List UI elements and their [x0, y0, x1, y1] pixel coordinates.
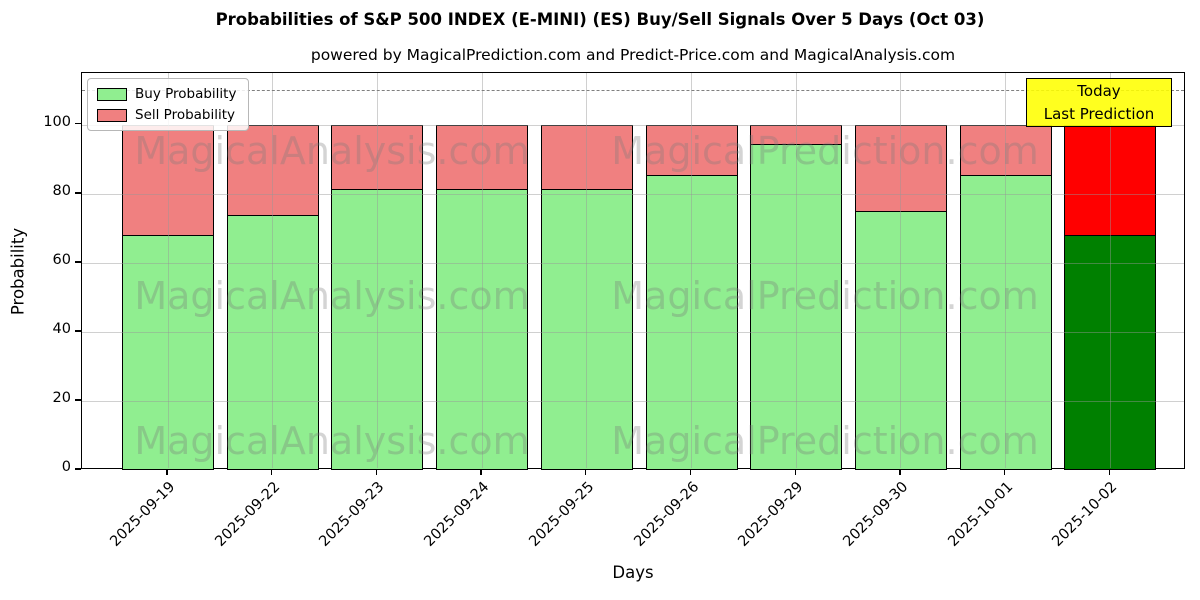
gridline-v: [900, 73, 902, 468]
bar-segment-sell: [540, 124, 633, 189]
gridline-v: [481, 73, 483, 468]
y-tick-mark: [75, 123, 81, 125]
y-tick-mark: [75, 468, 81, 470]
y-tick-mark: [75, 399, 81, 401]
x-tick-mark: [166, 470, 168, 475]
x-tick-mark: [1003, 470, 1006, 475]
bar-segment-sell: [959, 124, 1052, 175]
x-tick-mark: [585, 470, 587, 475]
bar-segment-buy: [854, 211, 947, 470]
gridline-v: [272, 73, 274, 468]
y-tick-label: 100: [43, 113, 71, 130]
gridline-h: [82, 193, 1184, 195]
bar-segment-sell: [750, 124, 843, 144]
gridline-v: [795, 73, 797, 468]
legend-item: Sell Probability: [97, 107, 236, 123]
bar-segment-sell: [122, 124, 214, 236]
bar-segment-sell: [645, 124, 738, 175]
annotation-line-2: Last Prediction: [1043, 104, 1155, 123]
watermark-text: MagicalAnalysis.com: [134, 274, 530, 318]
y-tick-label: 80: [52, 182, 71, 199]
today-annotation: Today Last Prediction: [1026, 78, 1172, 127]
gridline-v: [586, 73, 588, 468]
y-tick-label: 60: [52, 251, 71, 268]
gridline-v: [376, 73, 378, 468]
watermark-text: MagicalAnalysis.com: [134, 419, 530, 463]
gridline-v: [1005, 73, 1007, 468]
x-tick-mark: [1108, 470, 1110, 475]
y-tick-mark: [75, 261, 81, 263]
bar-segment-buy: [436, 188, 529, 470]
y-tick-label: 20: [52, 389, 71, 406]
legend-item-label: Buy Probability: [135, 86, 237, 102]
y-axis-label: Probability: [8, 227, 28, 316]
bar-segment-sell: [854, 124, 947, 212]
x-tick-mark: [899, 470, 901, 475]
x-tick-mark: [375, 470, 378, 475]
bar-segment-buy: [1064, 235, 1157, 470]
bar-segment-sell: [226, 124, 319, 215]
annotation-line-1: Today: [1077, 82, 1121, 100]
bar-segment-buy: [331, 188, 424, 470]
x-tick-mark: [794, 470, 796, 475]
bar-segment-buy: [750, 143, 843, 470]
gridline-v: [167, 73, 169, 468]
gridline-h: [82, 331, 1184, 333]
legend-item-label: Sell Probability: [135, 107, 236, 123]
watermark-text: MagicalPrediction.com: [611, 129, 1039, 173]
legend: Buy Probability Sell Probability: [87, 78, 250, 131]
x-tick-mark: [480, 470, 482, 475]
watermark-text: MagicalPrediction.com: [611, 419, 1039, 463]
page-subtitle: powered by MagicalPrediction.com and Pre…: [310, 46, 956, 64]
bar-segment-sell: [436, 124, 529, 189]
gridline-h: [82, 262, 1184, 264]
gridline-v: [1109, 73, 1111, 468]
bar-segment-buy: [226, 214, 319, 470]
legend-item: Buy Probability: [97, 86, 236, 102]
y-tick-label: 0: [61, 459, 71, 475]
gridline-v: [691, 73, 692, 468]
y-tick-mark: [75, 330, 81, 332]
chart-plot-area: MagicalAnalysis.com MagicalPrediction.com…: [81, 72, 1185, 470]
bar-segment-buy: [122, 235, 214, 470]
bar-segment-sell: [331, 124, 424, 189]
dashed-threshold-line: [82, 90, 1184, 92]
legend-swatch: [97, 87, 127, 101]
bar-segment-buy: [959, 174, 1052, 470]
page-title: Probabilities of S&P 500 INDEX (E-MINI) …: [215, 10, 985, 29]
legend-swatch: [97, 108, 127, 122]
y-tick-label: 40: [52, 320, 71, 337]
watermark-text: MagicalAnalysis.com: [134, 129, 530, 173]
bar-segment-buy: [645, 174, 738, 470]
x-tick-mark: [271, 470, 273, 475]
y-tick-mark: [75, 192, 81, 194]
x-axis-label: Days: [612, 563, 654, 582]
gridline-h: [82, 400, 1184, 402]
gridline-h: [82, 124, 1184, 126]
x-tick-mark: [689, 470, 692, 475]
bar-segment-buy: [540, 188, 633, 470]
watermark-text: MagicalPrediction.com: [611, 274, 1039, 318]
